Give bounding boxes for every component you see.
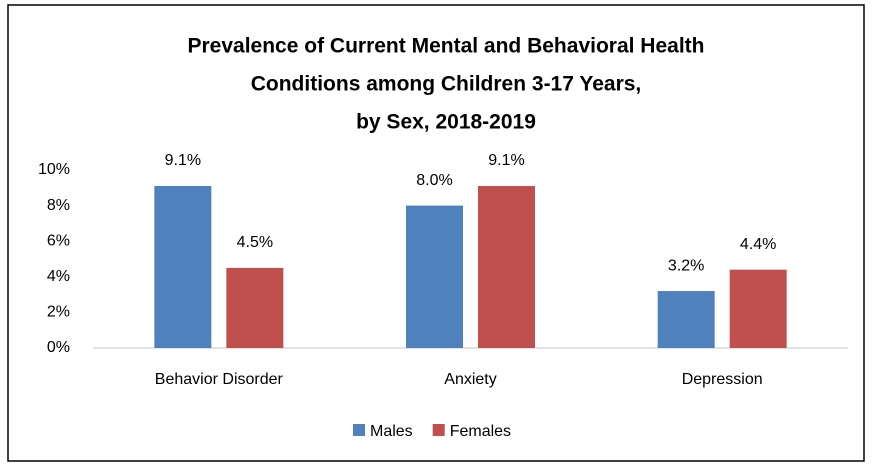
legend-label: Males bbox=[370, 423, 413, 440]
bar bbox=[406, 205, 463, 348]
y-tick-label: 2% bbox=[47, 304, 70, 321]
bar bbox=[657, 291, 715, 348]
legend-swatch bbox=[432, 424, 445, 436]
y-tick-label: 8% bbox=[47, 197, 70, 214]
bar bbox=[154, 186, 212, 348]
y-tick-label: 10% bbox=[38, 161, 70, 178]
bar bbox=[478, 186, 535, 348]
y-tick-label: 4% bbox=[47, 268, 70, 285]
data-label: 4.5% bbox=[237, 234, 273, 251]
data-label: 3.2% bbox=[668, 257, 704, 274]
x-tick-label: Behavior Disorder bbox=[155, 371, 284, 388]
bar bbox=[226, 267, 284, 348]
data-label: 9.1% bbox=[165, 152, 201, 169]
bar bbox=[729, 269, 787, 348]
x-tick-label: Depression bbox=[682, 371, 763, 388]
chart-title: by Sex, 2018-2019 bbox=[356, 111, 536, 134]
chart-title: Prevalence of Current Mental and Behavio… bbox=[188, 35, 705, 58]
y-tick-label: 0% bbox=[47, 339, 70, 356]
data-label: 4.4% bbox=[740, 236, 776, 253]
x-tick-label: Anxiety bbox=[444, 371, 496, 388]
data-label: 8.0% bbox=[416, 172, 452, 189]
chart-title: Conditions among Children 3-17 Years, bbox=[251, 73, 642, 96]
y-tick-label: 6% bbox=[47, 232, 70, 249]
legend-swatch bbox=[353, 424, 365, 436]
legend-label: Females bbox=[450, 423, 511, 440]
data-label: 9.1% bbox=[488, 152, 524, 169]
